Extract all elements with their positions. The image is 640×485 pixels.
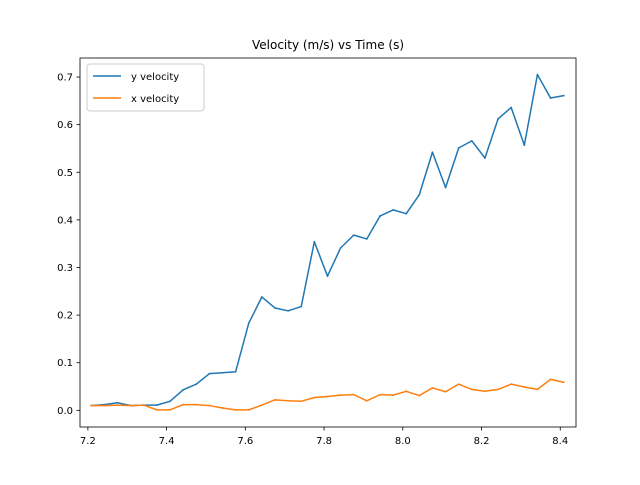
data-point-x-velocity xyxy=(103,404,106,407)
y-tick-label: 0.4 xyxy=(57,215,73,226)
data-point-x-velocity xyxy=(470,388,473,391)
data-point-y-velocity xyxy=(274,307,276,309)
data-point-x-velocity xyxy=(352,393,355,396)
x-tick-label: 7.2 xyxy=(80,436,96,447)
data-point-x-velocity xyxy=(562,381,565,384)
data-point-y-velocity xyxy=(221,371,224,374)
x-tick-label: 8.2 xyxy=(474,436,490,447)
data-point-y-velocity xyxy=(392,208,394,211)
data-point-y-velocity xyxy=(418,193,421,196)
data-point-x-velocity xyxy=(392,394,394,396)
data-point-y-velocity xyxy=(300,305,303,308)
data-point-y-velocity xyxy=(549,97,552,99)
y-tick-label: 0.5 xyxy=(57,168,73,179)
data-point-x-velocity xyxy=(90,404,93,407)
data-point-x-velocity xyxy=(208,404,211,407)
series-layer xyxy=(90,73,565,411)
data-point-x-velocity xyxy=(182,403,185,406)
data-point-x-velocity xyxy=(379,393,381,396)
data-point-y-velocity xyxy=(116,401,119,404)
data-point-x-velocity xyxy=(221,407,224,409)
data-point-x-velocity xyxy=(536,388,539,391)
data-point-x-velocity xyxy=(129,404,132,407)
data-point-x-velocity xyxy=(195,403,198,406)
data-point-y-velocity xyxy=(457,147,460,149)
data-point-y-velocity xyxy=(497,118,499,120)
y-tick-label: 0.1 xyxy=(57,358,73,369)
data-point-x-velocity xyxy=(260,404,263,406)
plot-frame xyxy=(79,57,577,428)
data-point-y-velocity xyxy=(182,388,185,391)
data-point-y-velocity xyxy=(234,370,237,373)
axes-layer: 7.2 7.4 7.6 7.8 8.0 8.2 8.4 0.0 0.1 0.2 0.3 0.4 0.5 0… xyxy=(57,57,577,447)
y-tick-label: 0.6 xyxy=(57,120,73,131)
data-point-y-velocity xyxy=(169,400,171,403)
data-point-x-velocity xyxy=(497,388,499,391)
legend-label-x-velocity: x velocity xyxy=(131,94,179,105)
data-point-y-velocity xyxy=(536,73,539,76)
data-point-y-velocity xyxy=(365,238,368,240)
data-point-x-velocity xyxy=(431,387,434,389)
y-tick-label: 0.0 xyxy=(57,406,73,417)
data-point-y-velocity xyxy=(523,144,526,147)
x-tick-label: 8.0 xyxy=(395,436,411,447)
data-point-x-velocity xyxy=(444,390,447,393)
y-tick-label: 0.3 xyxy=(57,263,73,274)
data-point-y-velocity xyxy=(431,151,434,154)
data-point-x-velocity xyxy=(142,404,145,406)
data-point-x-velocity xyxy=(300,400,303,403)
data-point-x-velocity xyxy=(313,396,316,399)
data-point-y-velocity xyxy=(379,215,381,217)
data-point-x-velocity xyxy=(274,398,276,401)
data-point-y-velocity xyxy=(470,139,473,142)
data-point-x-velocity xyxy=(418,394,421,397)
data-point-y-velocity xyxy=(247,322,250,325)
data-point-x-velocity xyxy=(247,408,250,411)
data-point-y-velocity xyxy=(339,247,342,249)
data-point-x-velocity xyxy=(234,408,237,411)
chart-title: Velocity (m/s) vs Time (s) xyxy=(252,38,404,52)
data-point-x-velocity xyxy=(326,395,329,398)
data-point-x-velocity xyxy=(549,378,552,381)
data-point-y-velocity xyxy=(155,404,158,406)
x-tick-label: 7.6 xyxy=(237,436,253,447)
legend: y velocity x velocity xyxy=(86,63,205,112)
legend-label-y-velocity: y velocity xyxy=(131,72,179,83)
data-point-x-velocity xyxy=(405,390,408,393)
data-point-y-velocity xyxy=(208,372,211,375)
data-point-y-velocity xyxy=(405,212,408,215)
data-point-x-velocity xyxy=(169,408,171,411)
data-point-x-velocity xyxy=(155,408,158,411)
data-point-x-velocity xyxy=(484,390,486,393)
data-point-y-velocity xyxy=(260,296,263,298)
data-point-x-velocity xyxy=(457,383,460,386)
data-point-y-velocity xyxy=(510,106,513,109)
data-point-x-velocity xyxy=(523,386,526,388)
data-point-x-velocity xyxy=(510,383,513,386)
y-tick-label: 0.7 xyxy=(57,73,73,84)
x-tick-label: 7.4 xyxy=(159,436,175,447)
data-point-y-velocity xyxy=(287,309,290,312)
data-point-y-velocity xyxy=(326,275,329,277)
data-point-y-velocity xyxy=(484,157,486,159)
data-point-y-velocity xyxy=(195,383,198,386)
x-tick-label: 7.8 xyxy=(316,436,332,447)
y-tick-label: 0.2 xyxy=(57,311,73,322)
data-point-x-velocity xyxy=(365,399,368,402)
data-point-y-velocity xyxy=(352,234,355,237)
data-point-x-velocity xyxy=(287,399,290,402)
x-tick-label: 8.4 xyxy=(552,436,568,447)
data-point-x-velocity xyxy=(339,394,342,396)
data-point-y-velocity xyxy=(562,94,565,97)
data-point-y-velocity xyxy=(444,186,447,189)
data-point-x-velocity xyxy=(116,404,119,406)
data-point-y-velocity xyxy=(313,240,316,243)
